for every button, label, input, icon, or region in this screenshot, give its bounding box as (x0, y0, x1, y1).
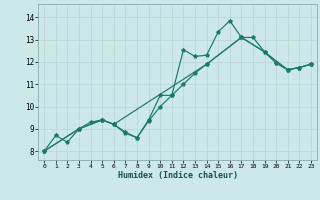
X-axis label: Humidex (Indice chaleur): Humidex (Indice chaleur) (118, 171, 238, 180)
